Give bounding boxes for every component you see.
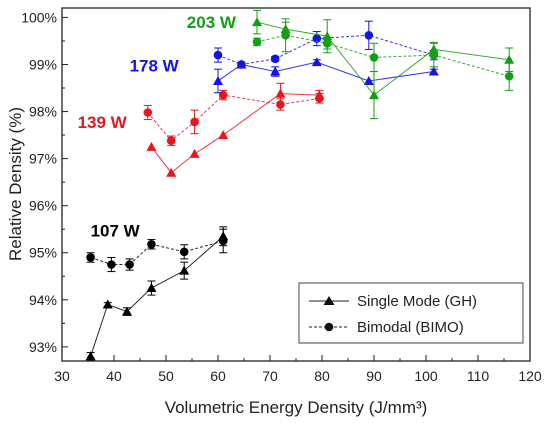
power-labels: 107 W 139 W 178 W 203 W xyxy=(78,13,237,241)
data-point-203w-bimodal xyxy=(322,39,332,48)
legend-single-mode-marker xyxy=(323,296,335,305)
data-point-178w-single-mode xyxy=(311,57,322,67)
series-layer xyxy=(85,9,515,361)
data-point-203w-bimodal xyxy=(252,37,262,47)
data-point-107w-bimodal xyxy=(218,236,228,246)
x-tick-label: 80 xyxy=(314,368,330,384)
legend-box xyxy=(298,282,524,344)
data-point-139w-single-mode xyxy=(146,141,157,151)
power-label-178w: 178 W xyxy=(130,57,180,76)
power-label-139w: 139 W xyxy=(78,113,128,132)
x-axis-title: Volumetric Energy Density (J/mm³) xyxy=(165,398,428,417)
x-tick-label: 90 xyxy=(366,368,382,384)
data-point-139w-bimodal xyxy=(276,100,285,109)
data-point-107w-single-mode xyxy=(179,265,190,275)
y-tick-label: 98% xyxy=(29,104,57,120)
data-point-203w-bimodal xyxy=(504,71,514,81)
power-label-203w: 203 W xyxy=(187,13,237,32)
y-axis-title: Relative Density (%) xyxy=(6,107,25,261)
x-tick-label: 40 xyxy=(106,368,122,384)
data-point-107w-single-mode xyxy=(122,306,132,316)
data-point-107w-bimodal xyxy=(125,260,134,269)
data-point-178w-bimodal xyxy=(213,50,223,60)
x-tick-label: 70 xyxy=(262,368,278,384)
data-point-203w-bimodal xyxy=(369,53,379,62)
legend-bimodal-label: Bimodal (BIMO) xyxy=(357,319,464,336)
data-point-139w-single-mode xyxy=(275,88,286,98)
x-tick-label: 50 xyxy=(158,368,174,384)
axis-ticks: 30 40 50 60 70 80 90 100 110 120 93% 94% 95% 96% 97% 98… xyxy=(21,9,542,384)
data-point-139w-bimodal xyxy=(166,136,176,146)
data-point-139w-bimodal xyxy=(315,94,324,103)
data-point-139w-bimodal xyxy=(190,117,199,127)
x-tick-label: 30 xyxy=(54,368,70,384)
y-tick-label: 100% xyxy=(21,9,57,25)
series-line-139w-bimodal xyxy=(147,94,320,142)
y-tick-label: 94% xyxy=(29,292,57,308)
y-tick-label: 93% xyxy=(29,339,57,355)
y-tick-label: 99% xyxy=(29,56,57,72)
x-tick-label: 120 xyxy=(518,368,542,384)
series-line-107w-single-mode xyxy=(90,235,224,357)
data-point-107w-bimodal xyxy=(147,239,156,249)
series-line-178w-single-mode xyxy=(217,61,434,82)
data-point-107w-bimodal xyxy=(179,247,189,257)
series-line-203w-bimodal xyxy=(256,34,510,77)
data-point-178w-single-mode xyxy=(213,75,223,85)
data-point-107w-single-mode xyxy=(146,283,157,293)
data-point-139w-bimodal xyxy=(143,108,153,117)
y-tick-label: 97% xyxy=(29,151,57,167)
data-point-139w-bimodal xyxy=(218,90,228,100)
data-point-203w-single-mode xyxy=(252,17,262,27)
series-line-107w-bimodal xyxy=(90,240,224,266)
y-tick-label: 96% xyxy=(29,198,57,214)
data-point-203w-bimodal xyxy=(429,50,439,60)
data-point-203w-single-mode xyxy=(504,54,515,64)
data-point-139w-single-mode xyxy=(189,148,200,158)
data-point-178w-bimodal xyxy=(364,30,374,40)
data-point-178w-bimodal xyxy=(270,54,280,64)
data-point-178w-bimodal xyxy=(237,60,246,69)
legend-single-mode-label: Single Mode (GH) xyxy=(357,293,477,310)
data-point-107w-bimodal xyxy=(107,260,116,269)
data-point-178w-single-mode xyxy=(428,66,439,76)
x-tick-label: 60 xyxy=(210,368,226,384)
data-point-107w-bimodal xyxy=(86,253,95,262)
data-point-139w-single-mode xyxy=(218,130,229,140)
data-point-178w-single-mode xyxy=(363,75,374,85)
y-tick-label: 95% xyxy=(29,245,57,261)
power-label-107w: 107 W xyxy=(91,221,141,240)
legend-bimodal-marker xyxy=(324,322,334,332)
data-point-107w-single-mode xyxy=(102,299,113,309)
x-tick-label: 110 xyxy=(467,368,490,384)
data-point-203w-single-mode xyxy=(369,90,379,100)
series-line-203w-single-mode xyxy=(256,21,510,96)
data-point-178w-single-mode xyxy=(270,66,281,76)
series-line-139w-single-mode xyxy=(151,93,320,174)
x-tick-label: 100 xyxy=(414,368,438,384)
legend: Single Mode (GH) Bimodal (BIMO) xyxy=(298,282,524,344)
data-point-203w-bimodal xyxy=(281,30,290,40)
data-point-178w-bimodal xyxy=(312,34,322,43)
data-point-139w-single-mode xyxy=(166,167,177,177)
